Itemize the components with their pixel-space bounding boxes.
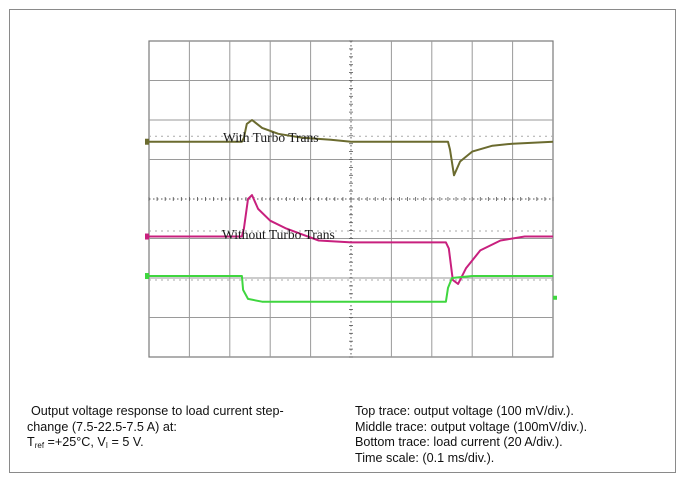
caption-t: T [27,435,35,449]
channel-marker-1 [145,138,149,145]
trigger-marker [553,295,557,300]
label-without-turbo-trans: Without Turbo Trans [222,227,335,242]
trace-1 [149,119,554,177]
caption-v-rest: = 5 V. [108,435,144,449]
caption-right-line4: Time scale: (0.1 ms/div.). [355,450,495,465]
trace-2 [149,194,553,285]
caption-right-line3: Bottom trace: load current (20 A/div.). [355,435,563,449]
caption-left-line1: Output voltage response to load current … [31,404,284,418]
caption-t-rest: =+25°C, V [44,435,106,449]
caption-right-line1: Top trace: output voltage (100 mV/div.). [355,404,574,418]
label-with-turbo-trans: With Turbo Trans [223,130,319,145]
caption-right-line2: Middle trace: output voltage (100mV/div.… [355,419,588,434]
channel-marker-3 [145,273,149,280]
caption-t-sub: ref [34,441,45,450]
trace-3 [149,275,553,303]
caption-right: Top trace: output voltage (100 mV/div.).… [355,404,675,466]
caption-left: Output voltage response to load current … [27,404,357,451]
caption-v-sub: I [105,441,109,450]
channel-marker-2 [145,233,149,240]
caption-left-line3: Tref =+25°C, VI = 5 V. [27,435,357,451]
caption-left-line2: change (7.5-22.5-7.5 A) at: [27,419,177,434]
oscilloscope-plot: With Turbo Trans Without Turbo Trans [145,40,557,358]
